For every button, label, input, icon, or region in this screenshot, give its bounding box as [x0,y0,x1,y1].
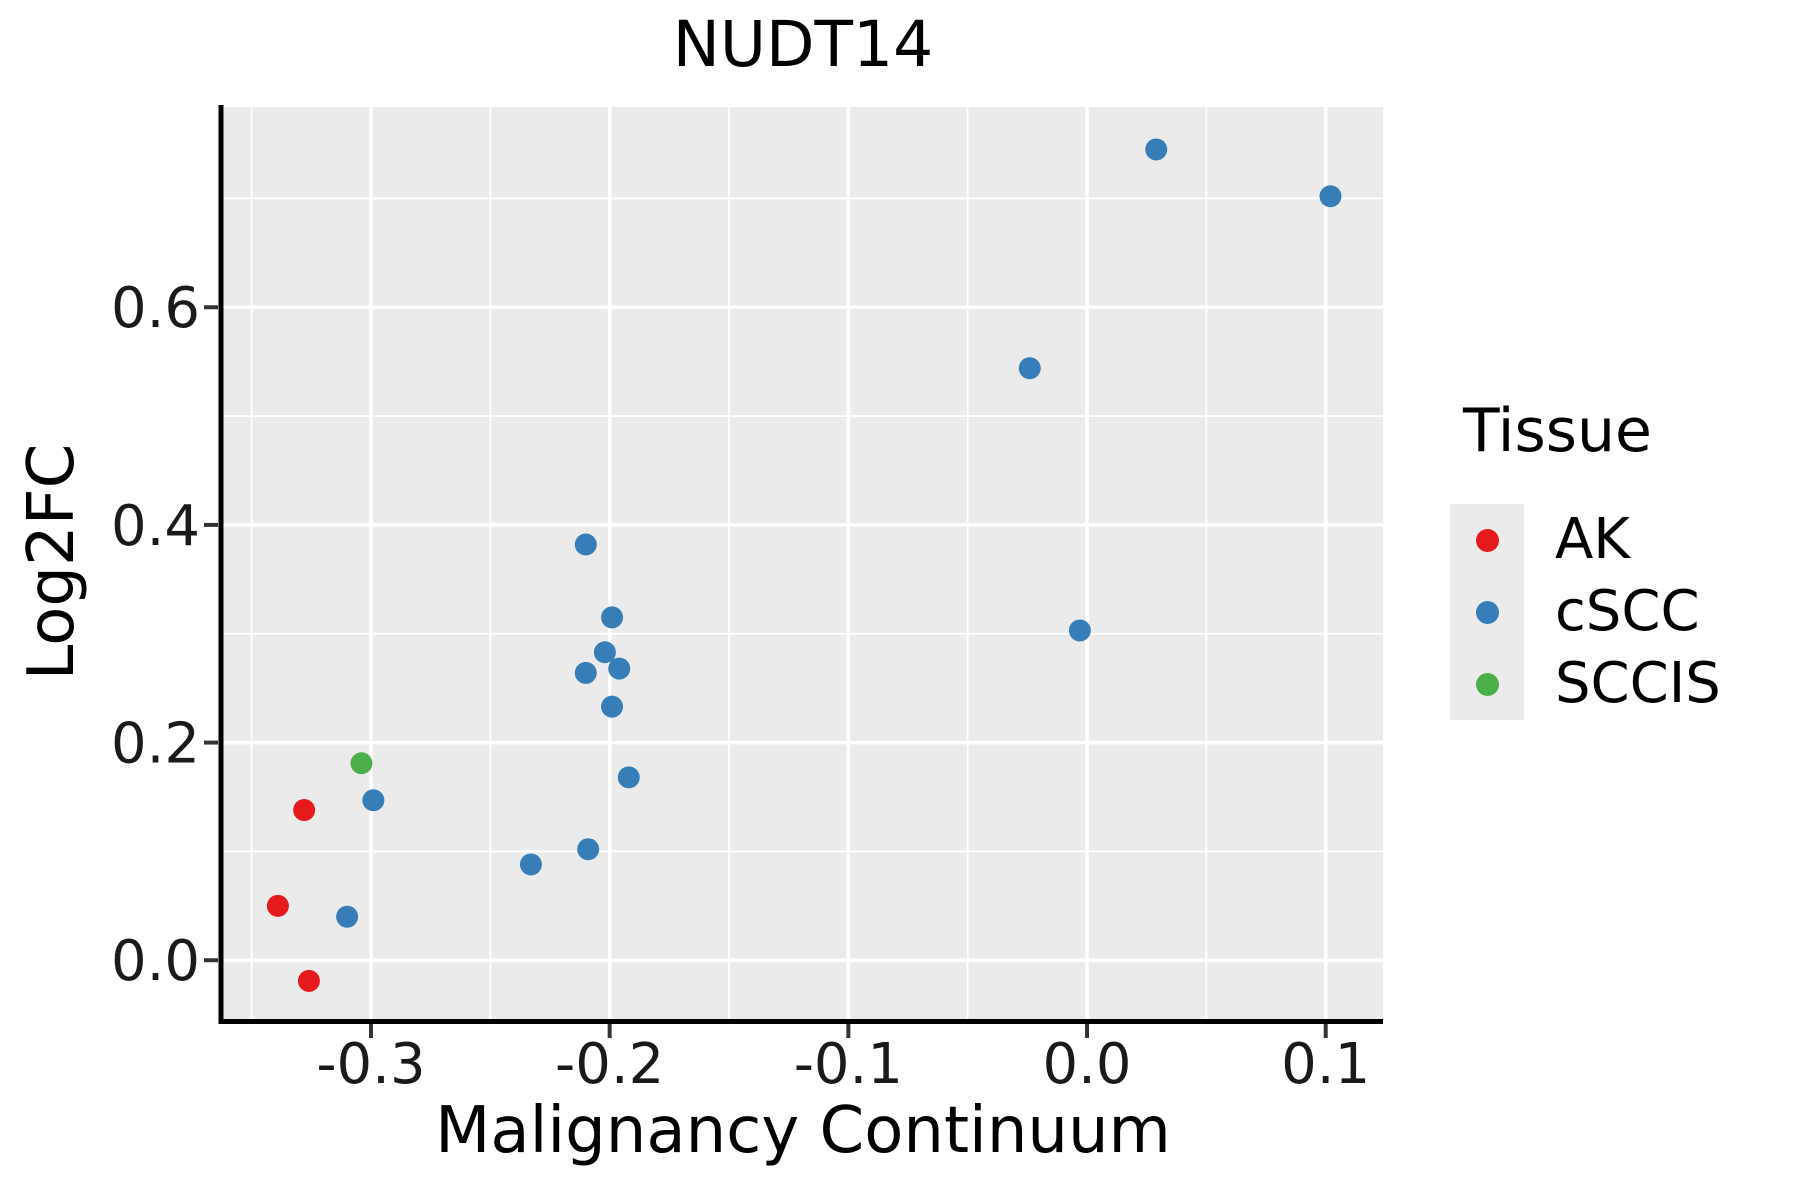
x-tick-label: 0.1 [1281,1032,1370,1097]
data-point-sccis [350,752,373,775]
data-point-ak [266,894,289,917]
x-tick-label: -0.2 [555,1032,664,1097]
ak-dot-icon [1475,528,1499,552]
data-point-cscc [593,641,616,664]
data-point-cscc [1018,357,1041,380]
legend-item-sccis: SCCIS [1450,648,1721,720]
data-point-cscc [519,853,542,876]
data-point-cscc [362,789,385,812]
data-point-cscc [574,661,597,684]
data-point-ak [297,969,320,992]
legend-item-label: AK [1555,507,1631,572]
data-point-cscc [601,606,624,629]
x-tick-label: -0.1 [794,1032,903,1097]
legend-item-label: cSCC [1555,579,1700,644]
legend-item-cscc: cSCC [1450,576,1721,648]
legend-item-label: SCCIS [1555,651,1721,716]
data-point-cscc [574,533,597,556]
cscc-dot-icon [1475,600,1499,624]
x-axis-title: Malignancy Continuum [435,1094,1171,1168]
data-point-cscc [601,695,624,718]
data-point-cscc [1068,619,1091,642]
data-point-cscc [1319,185,1342,208]
legend-item-ak: AK [1450,504,1721,576]
plot-panel-background [223,107,1383,1019]
legend: Tissue AK cSCC SCCIS [1450,396,1721,720]
legend-key-swatch [1450,504,1524,576]
chart-title: NUDT14 [672,8,934,81]
y-tick-label: 0.6 [111,276,200,341]
data-point-ak [293,799,316,822]
legend-key-swatch [1450,576,1524,648]
sccis-dot-icon [1475,672,1499,696]
legend-title: Tissue [1463,396,1652,466]
y-tick-label: 0.2 [111,712,200,777]
data-point-cscc [336,905,359,928]
legend-items: AK cSCC SCCIS [1450,504,1721,720]
data-point-cscc [617,766,640,789]
x-tick-label: -0.3 [316,1032,425,1097]
y-tick-label: 0.4 [111,494,200,559]
y-tick-label: 0.0 [111,929,200,994]
data-point-cscc [608,657,631,680]
x-tick-label: 0.0 [1043,1032,1132,1097]
data-point-cscc [577,838,600,861]
data-point-cscc [1145,138,1168,161]
legend-key-swatch [1450,648,1524,720]
